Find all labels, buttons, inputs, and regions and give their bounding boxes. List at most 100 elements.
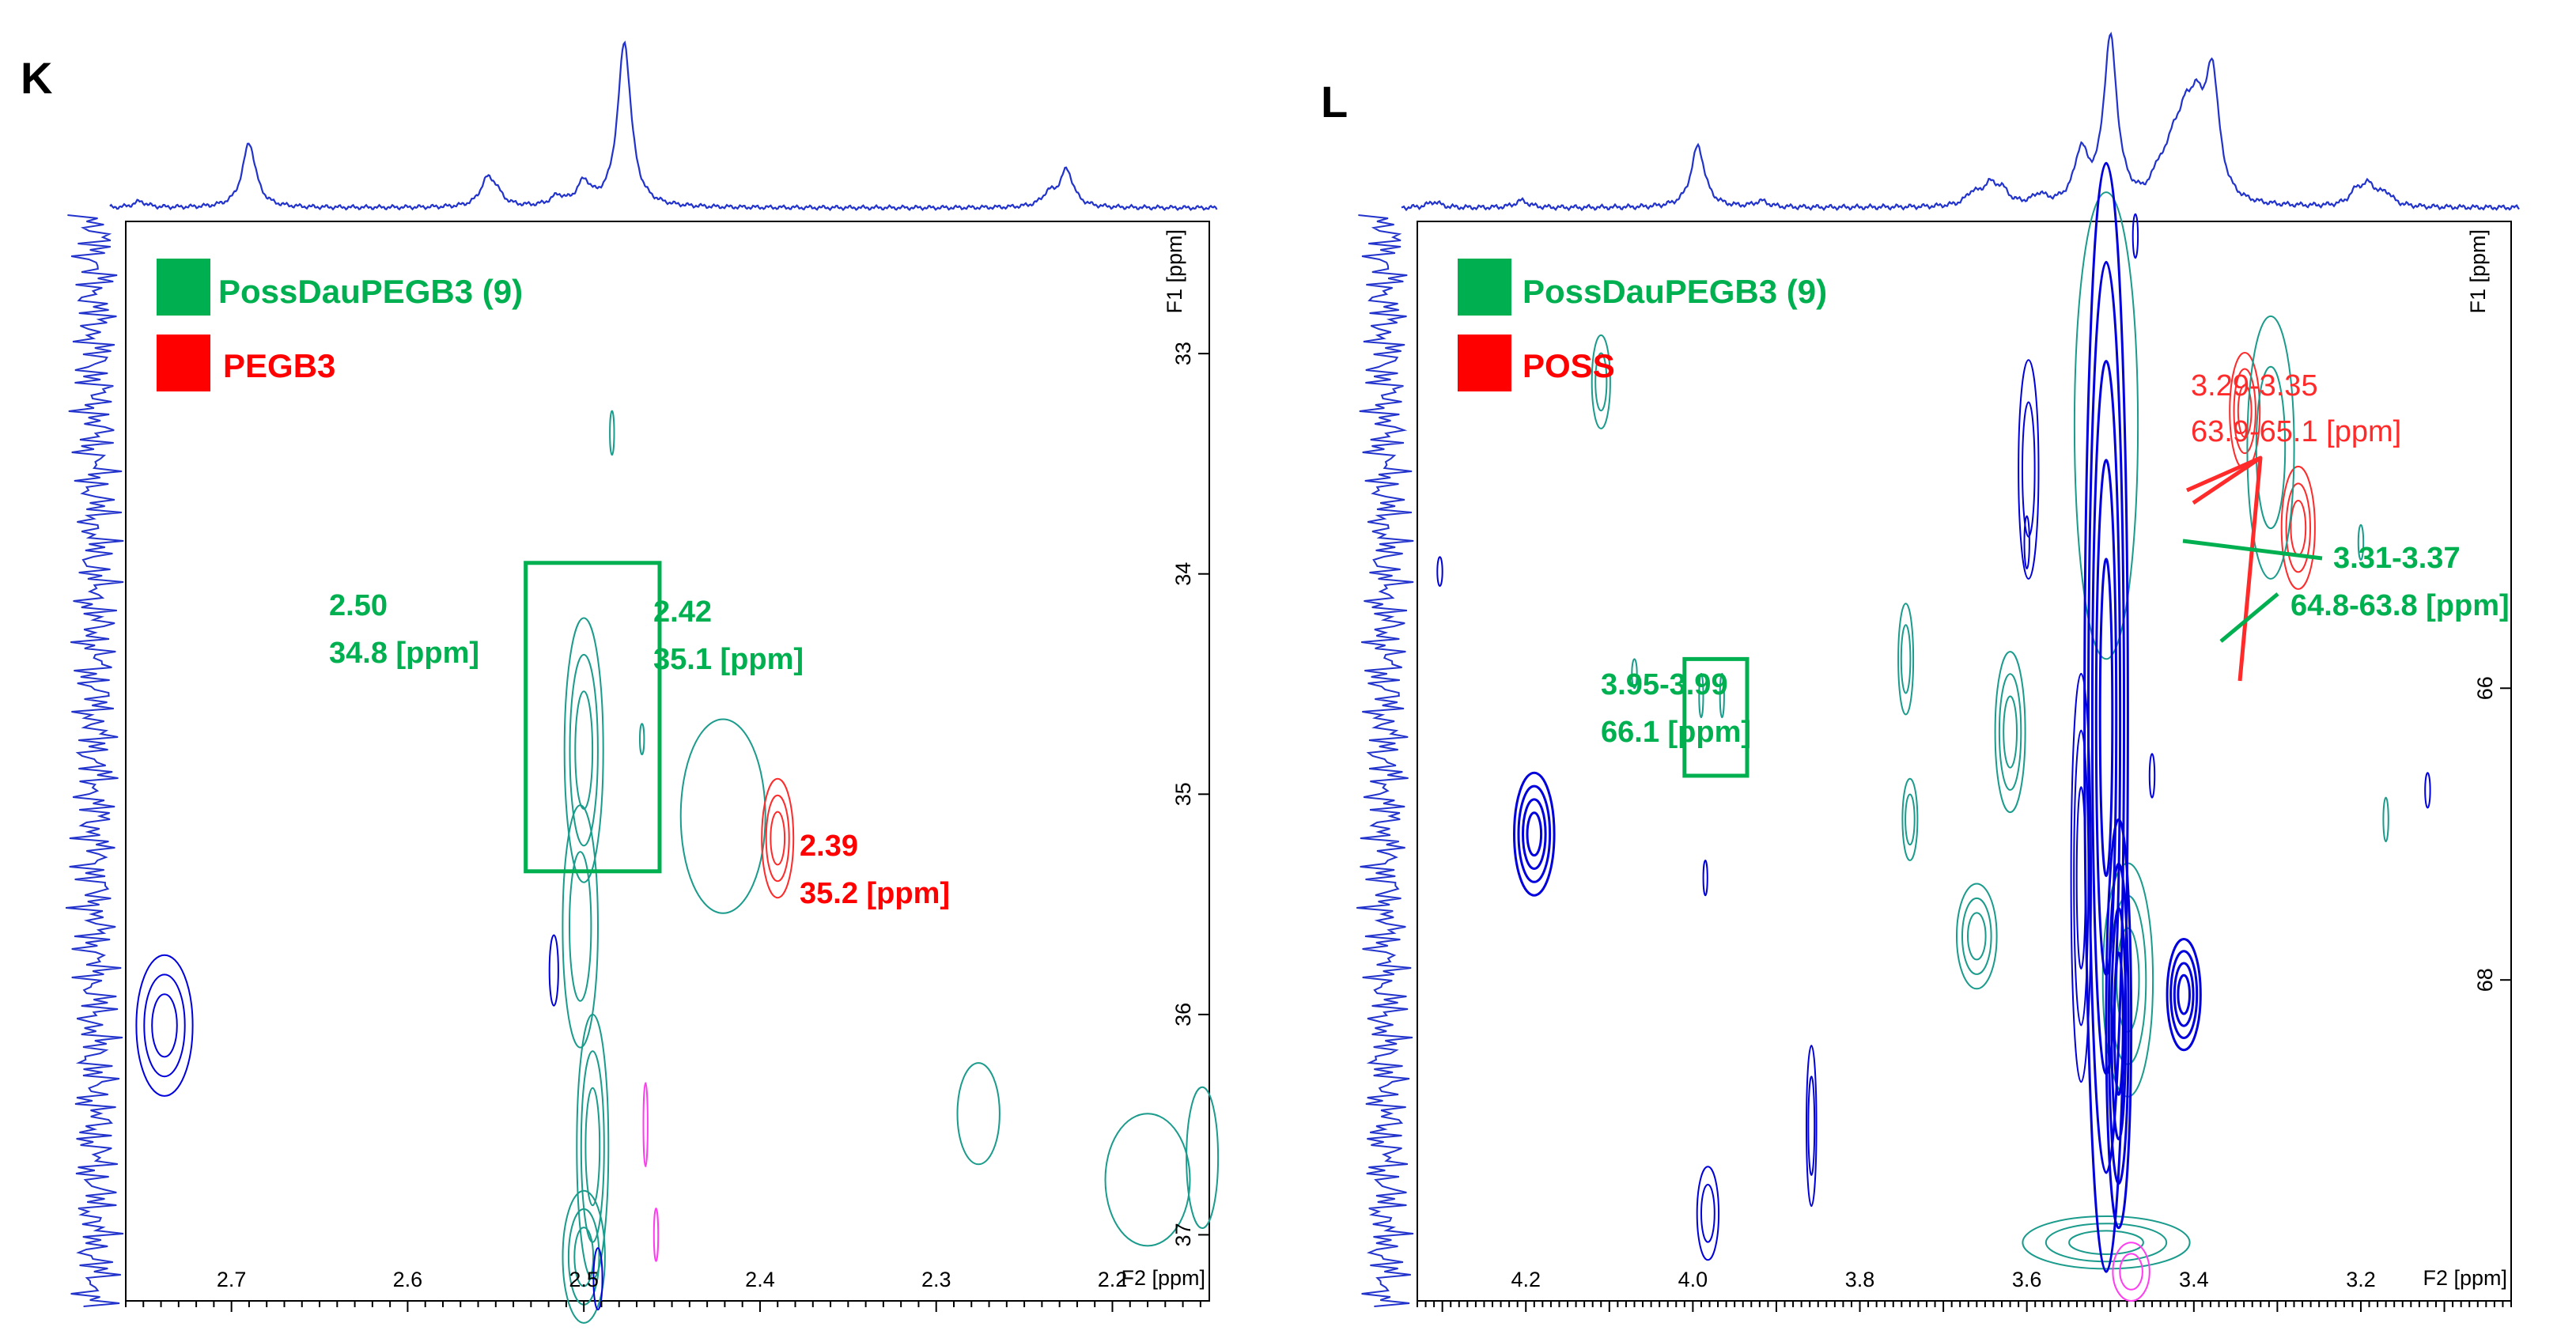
k-annotation-2-42-line1: 2.42: [653, 595, 712, 629]
l-peak-26-level-0: [2148, 753, 2156, 799]
l-peak-5-level-2: [1967, 912, 1987, 961]
l-peak-14-level-1: [2087, 260, 2125, 1174]
l-x-tick-label-2: 3.8: [1845, 1268, 1875, 1291]
k-peak-10-level-0: [609, 410, 615, 456]
l-peak-12-level-3: [2177, 973, 2191, 1015]
k-peak-13-level-0: [592, 1247, 603, 1311]
l-left-projection: [1356, 214, 1414, 1307]
l-peak-8-level-0: [1897, 603, 1915, 716]
l-peak-29-level-0: [2357, 524, 2365, 561]
l-legend-label-poss: POSS: [1523, 347, 1615, 384]
l-y-tick-label-0: 66: [2473, 676, 2497, 700]
k-peak-7-level-0: [956, 1062, 1001, 1166]
l-peak-18-level-1: [1807, 1075, 1816, 1176]
l-peak-15-level-3: [2113, 951, 2124, 1096]
l-peak-12-level-0: [2166, 938, 2202, 1052]
l-peak-6-level-0: [2022, 1215, 2191, 1270]
k-y-tick-label-0: 33: [1171, 342, 1195, 365]
l-x-tick-label-1: 4.0: [1678, 1268, 1708, 1291]
l-peak-5-level-0: [1956, 883, 1998, 990]
l-peak-22-level-0: [1436, 556, 1443, 588]
k-y-axis: 33 34 35 36 37: [1171, 342, 1209, 1246]
l-peak-30-level-0: [2112, 1242, 2150, 1302]
l-peak-8-level-1: [1900, 624, 1912, 694]
l-peak-17-level-1: [1700, 1184, 1715, 1243]
l-annotation-poss-line1: 3.29-3.35: [2191, 369, 2318, 403]
l-peak-27-level-0: [2382, 796, 2389, 843]
k-y-tick-label-1: 34: [1171, 562, 1195, 586]
k-y-tick-label-3: 36: [1171, 1003, 1195, 1026]
k-peak-5-level-2: [770, 811, 786, 866]
l-peak-6-level-1: [2045, 1223, 2168, 1263]
k-annotation-2-39-line1: 2.39: [800, 830, 858, 863]
l-peak-10-level-1: [1594, 352, 1608, 412]
panel-k-letter: K: [21, 53, 52, 103]
l-plot-frame: [1417, 221, 2512, 1302]
k-peak-2-level-0: [576, 1013, 610, 1280]
k-legend-label-pegb3: PEGB3: [223, 347, 335, 384]
k-peak-6-level-2: [151, 993, 178, 1058]
k-peak-3-level-0: [562, 1189, 606, 1324]
k-peak-1-level-0: [562, 804, 600, 1049]
k-highlight-box: [524, 561, 662, 874]
l-peak-9-level-0: [1901, 777, 1919, 861]
k-peak-11-level-0: [639, 723, 645, 756]
l-peak-15-level-1: [2107, 862, 2130, 1185]
l-peak-10-level-0: [1591, 334, 1611, 429]
l-peak-2-level-0: [2246, 315, 2295, 580]
l-peak-0-level-2: [2237, 384, 2253, 438]
l-peak-11-level-2: [1522, 798, 1547, 870]
k-peak-14-level-0: [642, 1082, 649, 1167]
l-legend-swatch-green: [1458, 259, 1511, 316]
l-peak-13-level-1: [2022, 401, 2036, 538]
l-annotation-conj-line1: 3.31-3.37: [2333, 542, 2461, 575]
l-annotation-3-95-line1: 3.95-3.99: [1601, 668, 1728, 701]
l-peak-4-level-2: [2003, 695, 2018, 769]
l-peak-0-level-1: [2233, 368, 2256, 455]
k-peak-9-level-0: [1186, 1086, 1220, 1230]
l-peak-20-level-0: [1719, 672, 1725, 719]
k-legend-swatch-red: [157, 335, 210, 391]
k-plot-frame: [125, 221, 1210, 1302]
k-legend-label-possdaupegb3: PossDauPEGB3 (9): [218, 273, 523, 310]
l-y-tick-label-1: 68: [2473, 968, 2497, 992]
l-legend-label-possdaupegb3: PossDauPEGB3 (9): [1523, 273, 1827, 310]
l-peak-15-level-0: [2105, 818, 2133, 1230]
k-x-tick-label-4: 2.3: [921, 1268, 951, 1291]
k-y-axis-label: F1 [ppm]: [1163, 229, 1186, 314]
l-peak-12-level-1: [2169, 950, 2199, 1039]
l-peak-12-level-2: [2173, 962, 2195, 1027]
l-peak-23-level-0: [1702, 860, 1708, 897]
l-peak-9-level-1: [1905, 793, 1916, 846]
l-peak-14-level-0: [2083, 161, 2129, 1273]
l-peak-4-level-0: [1994, 651, 2026, 814]
l-peak-11-level-0: [1513, 771, 1556, 897]
k-left-projection: [66, 214, 124, 1307]
k-annotation-2-39-line2: 35.2 [ppm]: [800, 877, 950, 910]
k-peak-5-level-0: [761, 777, 795, 899]
k-peak-2-level-2: [584, 1087, 601, 1207]
panel-l-letter: L: [1321, 77, 1348, 127]
l-green-pointer-b: [2219, 592, 2279, 643]
k-contour-peaks: [135, 410, 1220, 1324]
l-contour-peaks: [1436, 161, 2431, 1302]
l-peak-18-level-0: [1806, 1045, 1818, 1208]
k-peak-6-level-0: [135, 954, 194, 1097]
l-peak-13-level-0: [2018, 359, 2040, 580]
k-x-axis: 2.7 2.6 2.5 2.4 2.3 2.2: [125, 1268, 1201, 1312]
l-peak-14-level-4: [2098, 558, 2114, 878]
k-peak-8-level-0: [1104, 1113, 1191, 1247]
l-x-tick-label-0: 4.2: [1511, 1268, 1541, 1291]
l-top-projection: [1401, 32, 2520, 212]
l-peak-19-level-0: [1698, 672, 1704, 719]
l-annotation-poss-line2: 63.9-65.1 [ppm]: [2191, 415, 2401, 448]
l-red-pointer-b: [2185, 456, 2262, 493]
l-peak-17-level-0: [1696, 1166, 1720, 1261]
l-peak-28-level-0: [2424, 772, 2431, 809]
l-legend-swatch-red: [1458, 335, 1511, 391]
l-x-tick-label-5: 3.2: [2346, 1268, 2376, 1291]
l-x-tick-label-4: 3.4: [2179, 1268, 2209, 1291]
k-x-tick-label-0: 2.7: [217, 1268, 247, 1291]
l-peak-16-level-0: [2070, 672, 2093, 1083]
l-peak-5-level-1: [1961, 897, 1992, 975]
